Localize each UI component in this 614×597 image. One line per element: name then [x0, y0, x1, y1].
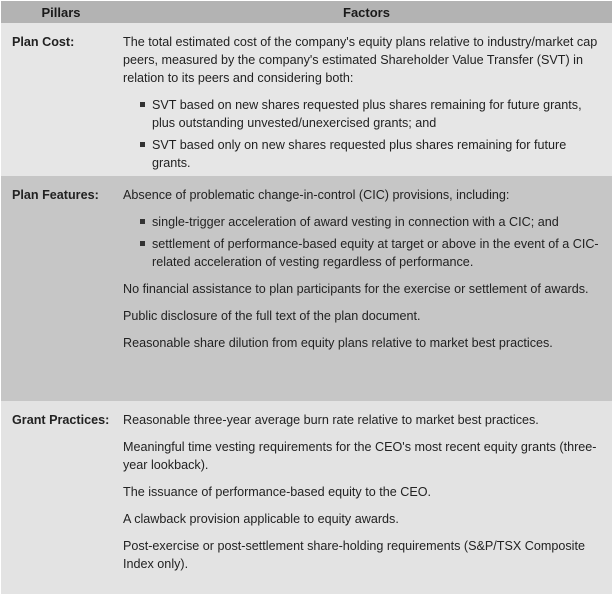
factor-bullet-list: single-trigger acceleration of award ves… [123, 213, 606, 271]
pillar-label: Plan Features: [12, 188, 99, 202]
factor-text: The issuance of performance-based equity… [123, 485, 432, 499]
pillar-label: Grant Practices: [12, 413, 110, 427]
table-row: Plan Features: Absence of problematic cha… [1, 176, 612, 401]
factor-bullet: settlement of performance-based equity a… [139, 235, 606, 271]
factor-bullet: SVT based on new shares requested plus s… [139, 96, 606, 132]
factor-text: Reasonable three-year average burn rate … [123, 413, 539, 427]
factors-cell: The total estimated cost of the company'… [123, 33, 612, 176]
factor-bullet: single-trigger acceleration of award ves… [139, 213, 606, 231]
factor-text: The total estimated cost of the company'… [123, 35, 598, 85]
factor-text: Reasonable share dilution from equity pl… [123, 336, 553, 350]
header-factors: Factors [343, 4, 390, 20]
factors-cell: Reasonable three-year average burn rate … [123, 411, 612, 594]
header-pillars: Pillars [41, 4, 81, 20]
table-header: Pillars Factors [1, 1, 612, 23]
factor-text: Meaningful time vesting requirements for… [123, 440, 597, 472]
factor-text: Absence of problematic change-in-control… [123, 188, 510, 202]
factor-text: Public disclosure of the full text of th… [123, 309, 421, 323]
table-row: Grant Practices: Reasonable three-year av… [1, 401, 612, 594]
factor-bullet: SVT based only on new shares requested p… [139, 136, 606, 172]
factors-cell: Absence of problematic change-in-control… [123, 186, 612, 401]
factor-text: Post-exercise or post-settlement share-h… [123, 539, 585, 571]
pillar-label: Plan Cost: [12, 35, 75, 49]
factor-bullet-list: SVT based on new shares requested plus s… [123, 96, 606, 172]
factor-text: A clawback provision applicable to equit… [123, 512, 399, 526]
table-row: Plan Cost: The total estimated cost of th… [1, 23, 612, 176]
factor-text: No financial assistance to plan particip… [123, 282, 589, 296]
